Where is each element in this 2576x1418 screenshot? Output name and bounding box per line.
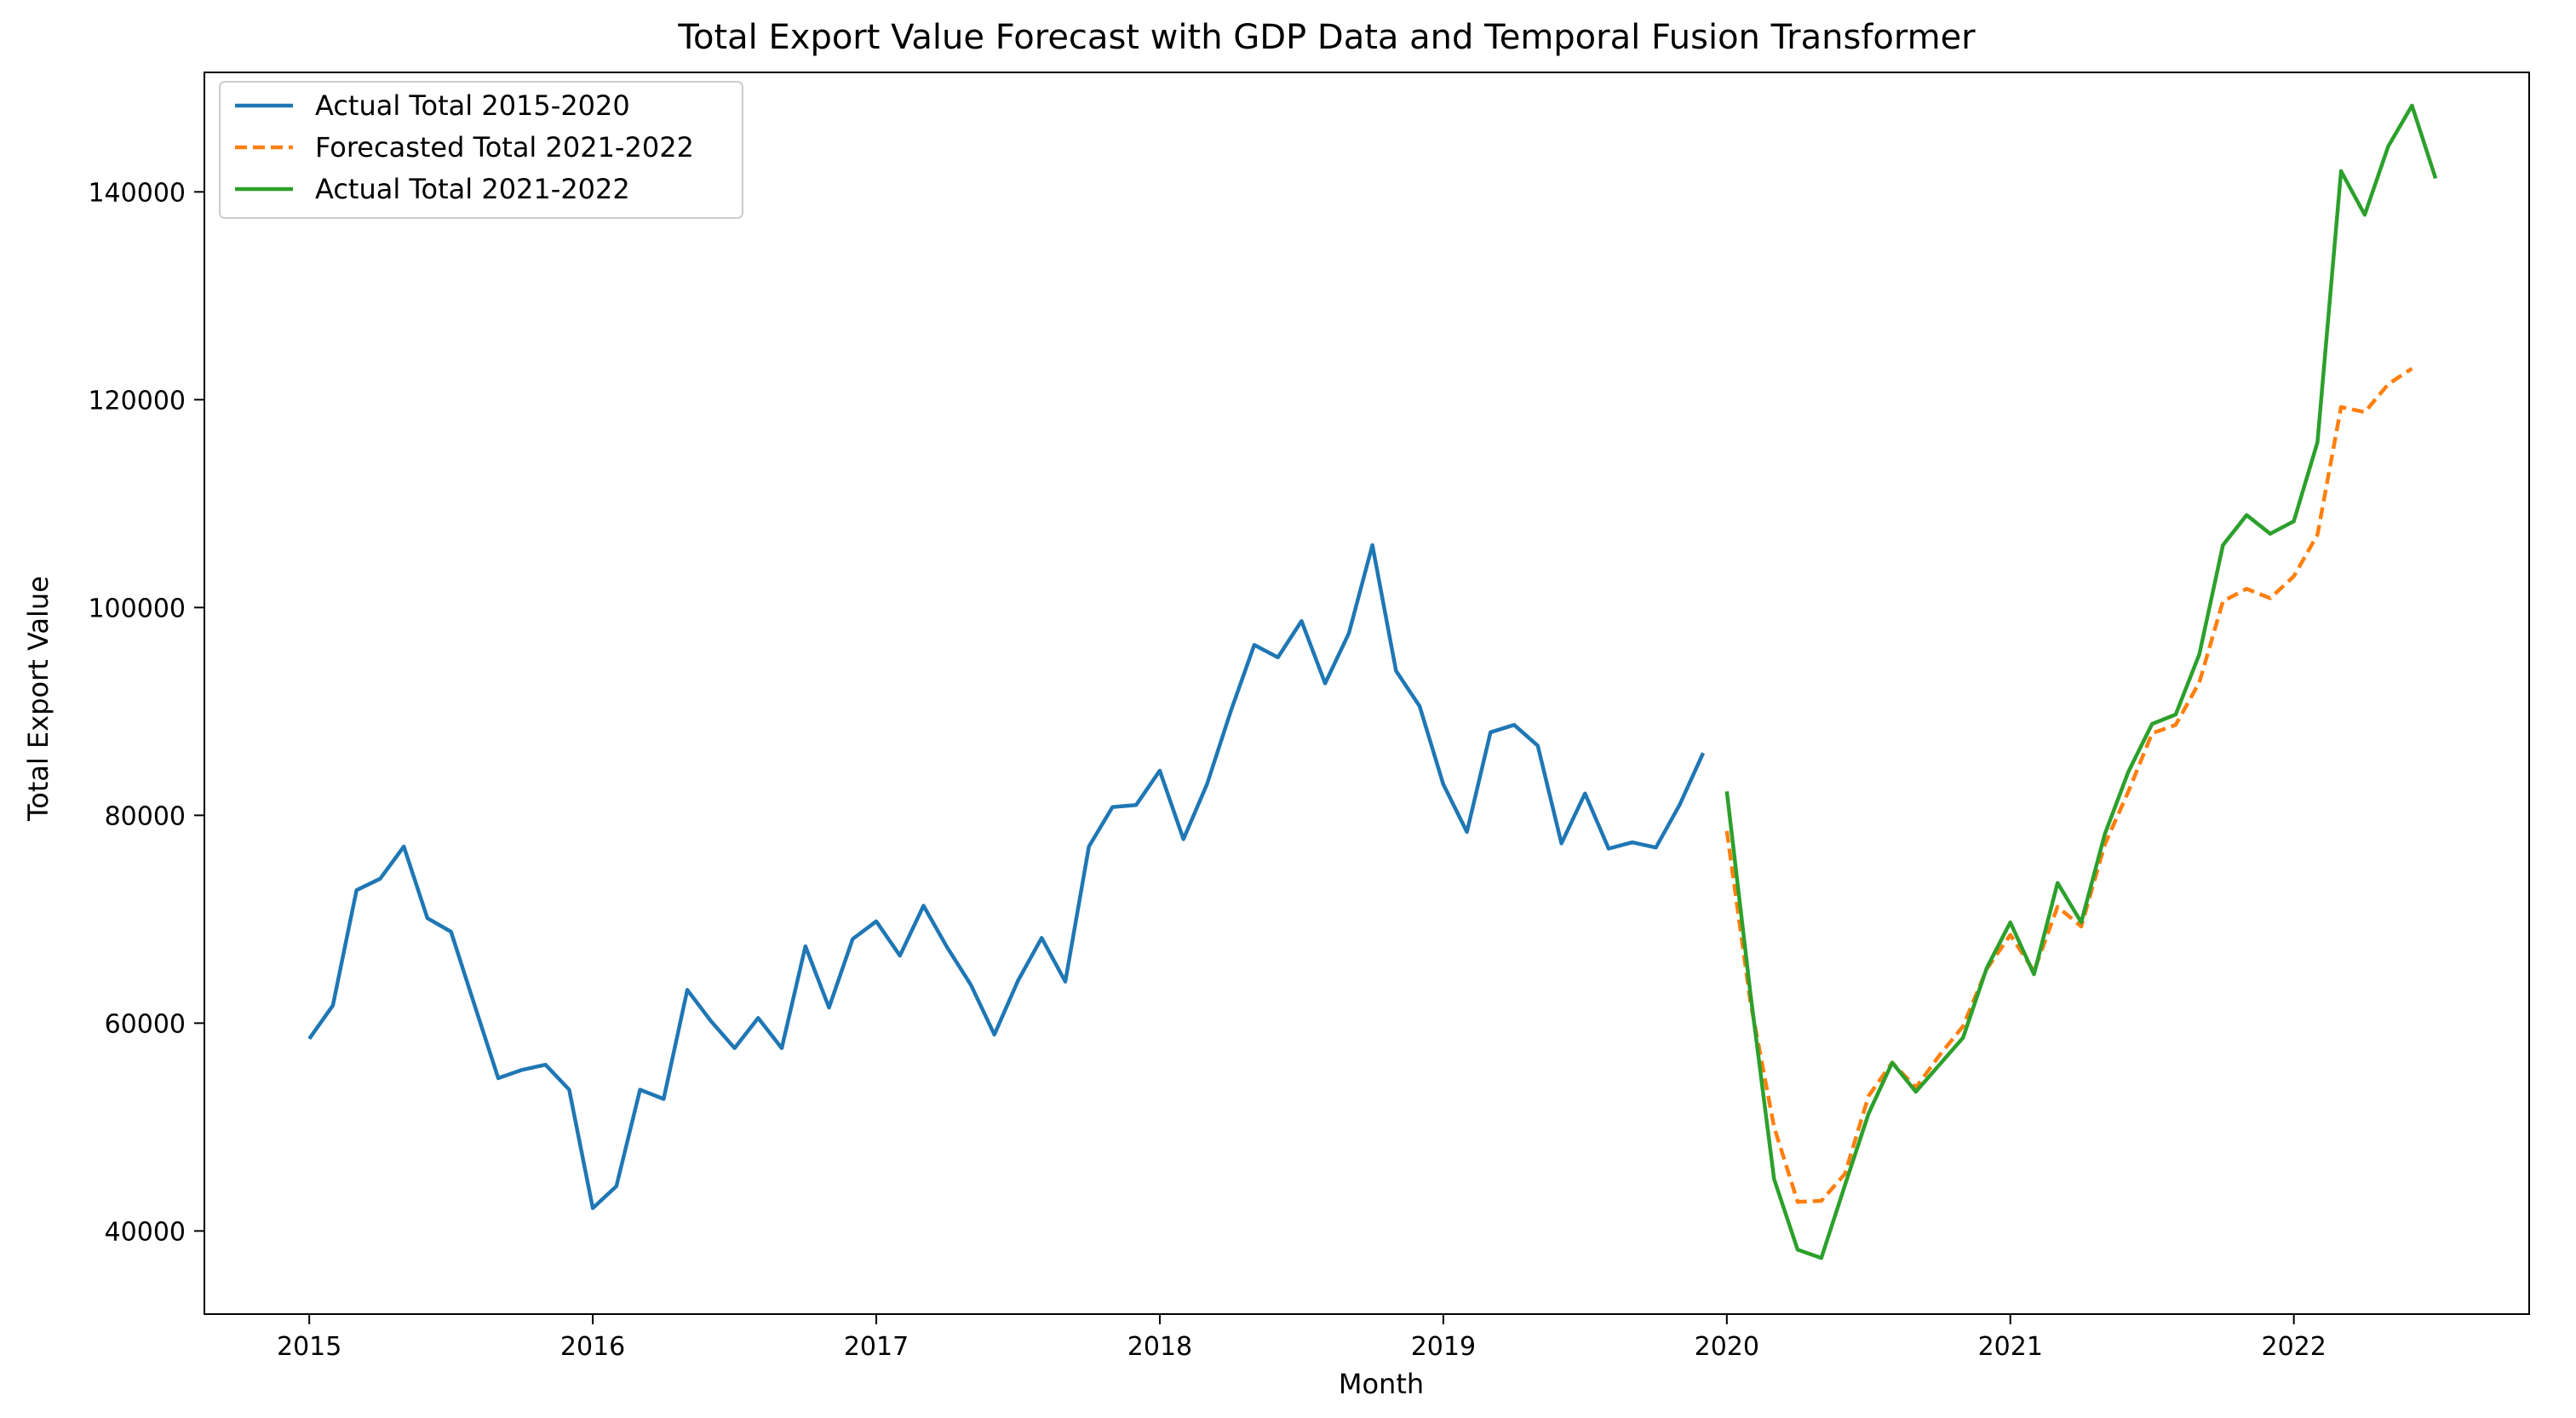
y-tick-label: 60000 (105, 1009, 186, 1039)
x-tick-label: 2019 (1411, 1332, 1476, 1362)
x-tick-label: 2022 (2261, 1332, 2326, 1362)
x-tick-label: 2021 (1978, 1332, 2043, 1362)
y-tick-label: 120000 (88, 386, 186, 416)
legend-box (219, 81, 743, 219)
chart-title: Total Export Value Forecast with GDP Dat… (677, 18, 1976, 57)
plot-frame (204, 72, 2530, 1315)
legend-label: Forecasted Total 2021-2022 (315, 131, 694, 164)
x-tick-label: 2015 (277, 1332, 341, 1362)
y-tick-label: 100000 (88, 594, 186, 623)
x-axis-label: Month (1339, 1368, 1424, 1400)
y-tick-label: 140000 (88, 178, 186, 208)
series-line-0 (307, 543, 1706, 1210)
x-tick-label: 2020 (1695, 1332, 1759, 1362)
legend-label: Actual Total 2021-2022 (315, 173, 630, 205)
series-line-2 (1724, 103, 2438, 1260)
x-tick-label: 2018 (1127, 1332, 1192, 1362)
plot-area: 2015 2016 2017 2018 2019 2020 2021 2022 40000 600… (88, 72, 2530, 1362)
y-tick-label: 80000 (105, 801, 186, 831)
y-tick-label: 40000 (105, 1217, 186, 1247)
x-tick-label: 2017 (844, 1332, 909, 1362)
series-line-1 (1724, 366, 2413, 1204)
x-tick-label: 2016 (560, 1332, 625, 1362)
legend-label: Actual Total 2015-2020 (315, 89, 630, 122)
y-axis-label: Total Export Value (22, 576, 55, 822)
legend: Actual Total 2015-2020 Forecasted Total 2… (219, 81, 743, 219)
